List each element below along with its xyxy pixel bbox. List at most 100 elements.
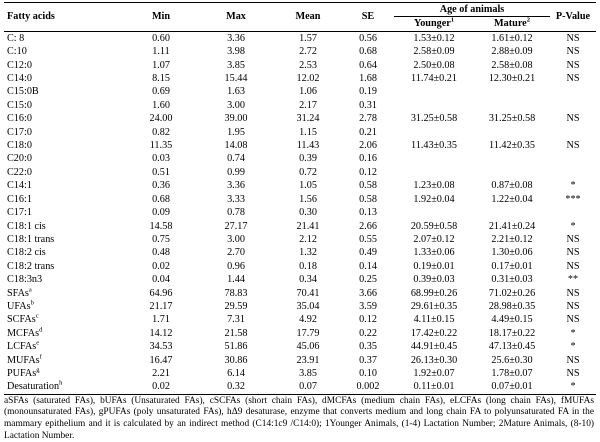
cell-max: 7.31 (227, 314, 245, 326)
table-body: C: 8 0.60 3.36 1.57 0.56 1.53±0.12 1.61±0.12 NS… (4, 31, 596, 395)
cell-min: 0.75 (152, 233, 170, 245)
cell-younger: 4.11±0.15 (413, 314, 455, 326)
cell-p: NS (566, 367, 580, 379)
cell-max: 3.00 (227, 99, 245, 111)
header-mean: Mean (274, 2, 342, 32)
cell-mean: 2.53 (299, 59, 317, 71)
cell-mature: 1.78±0.07 (491, 367, 533, 379)
table-row: Desaturationh 0.02 0.32 0.07 0.002 0.11±0.01 0… (4, 379, 596, 395)
fatty-acid-name: C18:3n3 (4, 273, 124, 286)
cell-mean: 0.34 (299, 274, 317, 286)
cell-max: 3.00 (227, 233, 245, 245)
cell-mature: 28.98±0.35 (488, 300, 536, 312)
fatty-acid-label: C18:1 trans (7, 233, 55, 245)
cell-younger (394, 85, 474, 98)
cell-se: 2.66 (359, 220, 377, 232)
fatty-acid-label: Desaturation (7, 381, 60, 393)
header-se: SE (342, 2, 394, 32)
cell-max: 14.08 (224, 140, 248, 152)
fatty-acid-name: C16:0 (4, 112, 124, 125)
cell-p: NS (566, 247, 580, 259)
cell-mean: 1.05 (299, 180, 317, 192)
cell-min: 0.60 (152, 32, 170, 44)
table-row: C22:0 0.51 0.99 0.72 0.12 (4, 166, 596, 179)
cell-max: 0.74 (227, 153, 245, 165)
cell-min: 0.69 (152, 86, 170, 98)
table-row: LCFAse 34.53 51.86 45.06 0.35 44.91±0.45 47.13… (4, 340, 596, 353)
table-row: C12:0 1.07 3.85 2.53 0.64 2.50±0.08 2.58±0.08 N… (4, 59, 596, 72)
cell-mean: 0.30 (299, 207, 317, 219)
cell-p (550, 85, 596, 98)
cell-mature (474, 99, 550, 112)
cell-p (550, 99, 596, 112)
cell-mean: 2.12 (299, 233, 317, 245)
cell-mean: 2.17 (299, 99, 317, 111)
cell-younger: 1.53±0.12 (413, 32, 455, 44)
cell-mature: 21.41±0.24 (488, 220, 536, 232)
cell-p (550, 166, 596, 179)
cell-p (550, 152, 596, 165)
footnote-marker: h (59, 379, 63, 387)
cell-younger: 1.92±0.04 (413, 193, 455, 205)
table-footnote: aSFAs (saturated FAs), bUFAs (Unsaturate… (4, 396, 594, 442)
cell-max: 3.98 (227, 46, 245, 58)
cell-se: 0.12 (359, 166, 377, 178)
table-row: PUFAsg 2.21 6.14 3.85 0.10 1.92±0.07 1.78±0.07… (4, 367, 596, 380)
cell-p (550, 206, 596, 219)
table-row: C16:0 24.00 39.00 31.24 2.78 31.25±0.58 31.25±… (4, 112, 596, 125)
cell-younger: 26.13±0.30 (410, 354, 458, 366)
fatty-acid-label: C14:0 (7, 73, 32, 85)
cell-max: 39.00 (224, 113, 248, 125)
cell-se: 0.64 (359, 59, 377, 71)
cell-se: 0.25 (359, 274, 377, 286)
cell-mature: 4.49±0.15 (491, 314, 533, 326)
cell-min: 1.60 (152, 99, 170, 111)
cell-younger (394, 206, 474, 219)
cell-younger (394, 126, 474, 139)
cell-younger: 17.42±0.22 (410, 327, 458, 339)
cell-min: 64.96 (149, 287, 173, 299)
cell-se: 3.59 (359, 300, 377, 312)
fatty-acid-label: LCFAs (7, 341, 37, 353)
cell-min: 34.53 (149, 341, 173, 353)
cell-mature: 25.6±0.30 (491, 354, 533, 366)
table-row: MCFAsd 14.12 21.58 17.79 0.22 17.42±0.22 18.17… (4, 327, 596, 340)
fatty-acid-label: UFAs (7, 300, 31, 312)
cell-mean: 1.56 (299, 193, 317, 205)
fatty-acid-label: C:10 (7, 46, 27, 58)
cell-se: 0.19 (359, 86, 377, 98)
fatty-acid-name: SCFAsc (4, 313, 124, 326)
cell-p: NS (566, 140, 580, 152)
cell-se: 0.68 (359, 46, 377, 58)
fatty-acid-name: C18:1 cis (4, 220, 124, 233)
cell-mean: 45.06 (296, 341, 320, 353)
fatty-acid-label: C20:0 (7, 153, 32, 165)
cell-min: 0.02 (152, 260, 170, 272)
cell-mature (474, 126, 550, 139)
header-age-of-animals: Age of animals (394, 1, 550, 18)
cell-max: 51.86 (224, 341, 248, 353)
fatty-acid-label: C22:0 (7, 166, 32, 178)
cell-se: 0.55 (359, 233, 377, 245)
table-row: MUFAsf 16.47 30.86 23.91 0.37 26.13±0.30 25.6±… (4, 353, 596, 367)
cell-p: NS (566, 314, 580, 326)
cell-p: * (570, 327, 576, 339)
table-row: C14:1 0.36 3.36 1.05 0.58 1.23±0.08 0.87±0.08 * (4, 179, 596, 192)
cell-max: 0.99 (227, 166, 245, 178)
cell-mature: 1.22±0.04 (491, 193, 533, 205)
cell-p: NS (566, 32, 580, 44)
table-row: C18:2 cis 0.48 2.70 1.32 0.49 1.33±0.06 1.30±0… (4, 246, 596, 259)
cell-mean: 1.15 (299, 126, 317, 138)
cell-mean: 21.41 (296, 220, 320, 232)
header-p-value: P-Value (550, 2, 596, 32)
cell-mean: 23.91 (296, 354, 320, 366)
cell-younger: 0.11±0.01 (394, 380, 474, 395)
cell-mean: 12.02 (296, 73, 320, 85)
fatty-acid-name: C18:0 (4, 139, 124, 152)
fatty-acid-name: Desaturationh (4, 379, 124, 395)
cell-max: 3.85 (227, 59, 245, 71)
cell-min: 0.51 (152, 166, 170, 178)
cell-max: 1.44 (227, 274, 245, 286)
cell-min: 0.02 (124, 380, 198, 395)
